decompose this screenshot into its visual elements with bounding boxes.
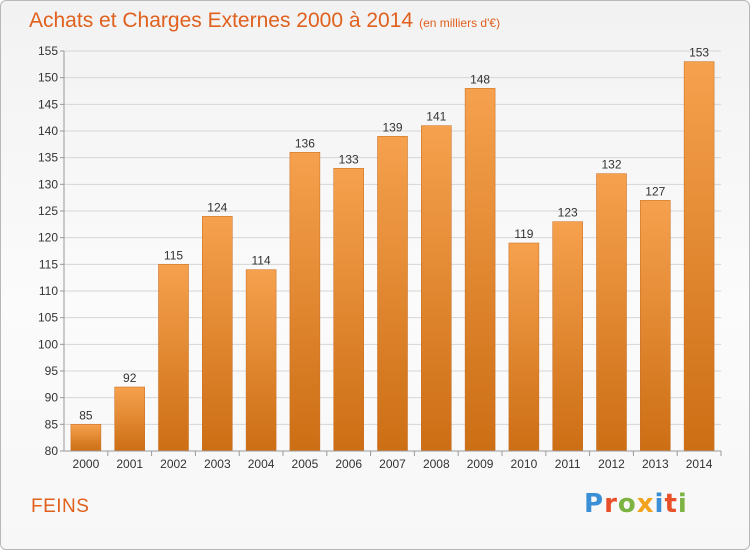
x-tick-label-2004: 2004 [248,457,275,471]
axes: 80 85 90 95 100 105 110 115 120 125 130 135 140 145 15… [38,44,722,471]
proxiti-logo[interactable]: Proxiti [584,489,688,519]
data-label-2003: 124 [207,200,227,214]
bar-2002 [158,264,189,452]
bar-2014 [683,61,715,452]
bar-2007 [377,136,408,452]
bar-2004 [245,269,277,452]
y-tick-label: 140 [38,124,58,138]
x-tick-label-2011: 2011 [555,457,581,471]
data-label-2004: 114 [252,254,271,268]
x-tick-label-2001: 2001 [116,457,143,471]
data-label-2011: 123 [558,206,578,220]
bars: 85 92 115 124 114 136 133 139 141 148 119 123 132 127… [70,46,715,452]
data-label-2005: 136 [295,136,315,150]
y-tick-label: 115 [39,257,58,271]
data-label-2014: 153 [689,46,709,60]
bar-2001 [114,386,145,452]
x-tick-label-2012: 2012 [598,457,625,471]
bar-2011 [552,221,583,452]
data-label-2000: 85 [79,408,93,422]
logo-letter: i [654,489,665,519]
y-tick-label: 125 [38,204,58,218]
y-tick-label: 150 [38,71,58,85]
bar-2000 [70,424,102,452]
x-tick-label-2009: 2009 [467,457,494,471]
bar-2003 [202,216,233,452]
x-tick-label-2003: 2003 [204,457,231,471]
logo-letter: i [677,489,688,519]
bar-2008 [421,125,452,452]
y-tick-label: 145 [38,97,58,111]
y-tick-label: 120 [38,231,58,245]
y-tick-label: 130 [38,177,58,191]
y-tick-label: 95 [45,364,59,378]
y-tick-label: 135 [38,151,58,165]
logo-letter: x [636,489,655,519]
y-tick-label: 110 [39,284,58,298]
bar-2005 [289,152,321,452]
x-tick-label-2013: 2013 [642,457,669,471]
x-tick-label-2007: 2007 [379,457,406,471]
x-tick-label-2002: 2002 [160,457,187,471]
bar-2013 [640,200,671,452]
y-tick-label: 80 [45,444,59,458]
x-tick-label-2000: 2000 [73,457,100,471]
y-tick-label: 100 [38,337,58,351]
bar-2012 [596,173,627,452]
data-label-2009: 148 [470,72,490,86]
logo-letter: t [664,489,678,519]
y-tick-label: 105 [38,311,58,325]
data-label-2001: 92 [123,371,137,385]
data-label-2012: 132 [601,158,621,172]
x-tick-label-2006: 2006 [335,457,362,471]
data-label-2008: 141 [426,110,446,124]
city-name: FEINS [31,496,90,517]
x-tick-label-2010: 2010 [511,457,538,471]
chart-title: Achats et Charges Externes 2000 à 2014 (e… [29,9,501,32]
y-tick-label: 155 [38,44,58,58]
data-label-2010: 119 [514,227,533,241]
x-tick-label-2014: 2014 [686,457,713,471]
data-label-2002: 115 [164,248,183,262]
data-label-2013: 127 [645,184,665,198]
logo-letter: o [617,489,637,519]
chart-subtitle: (en milliers d'€) [419,16,501,30]
logo-letter: r [604,489,618,519]
x-tick-label-2005: 2005 [292,457,319,471]
logo-letter: P [584,489,605,519]
x-tick-label-2008: 2008 [423,457,450,471]
bar-2009 [464,88,496,452]
data-label-2006: 133 [339,152,359,166]
bar-2006 [333,168,364,452]
y-tick-label: 85 [45,417,59,431]
data-label-2007: 139 [382,120,402,134]
y-tick-label: 90 [45,391,59,405]
bar-2010 [508,242,540,452]
